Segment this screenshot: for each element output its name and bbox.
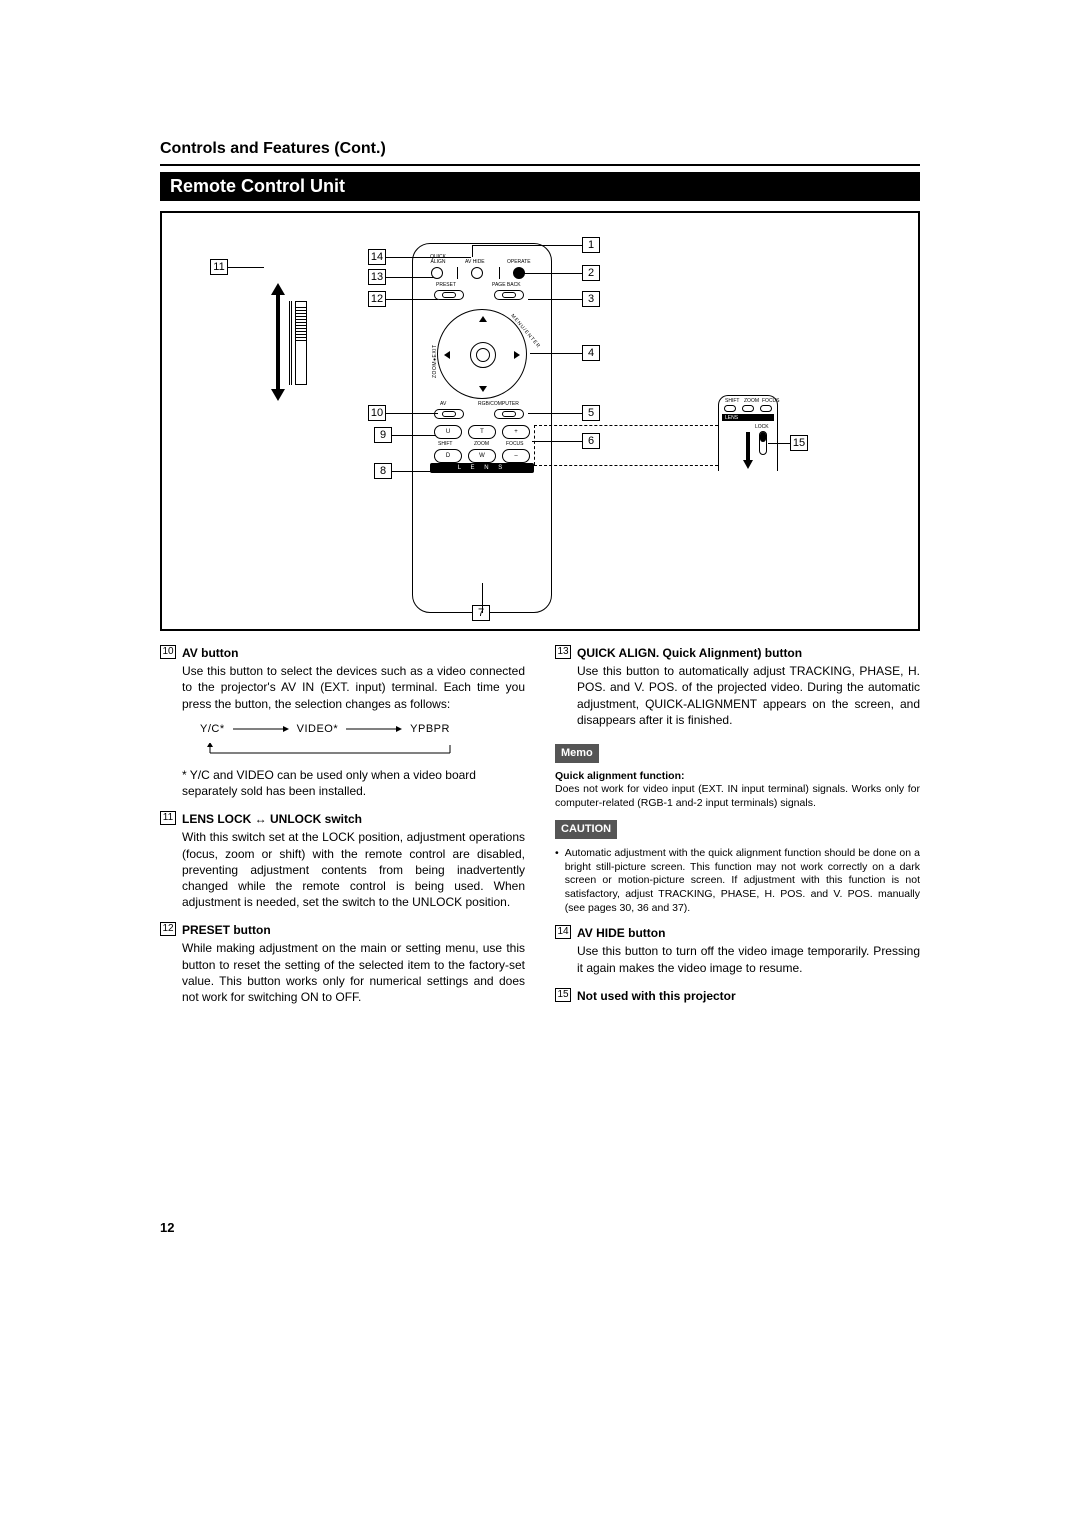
callout-7: 7 [472, 605, 490, 621]
body-columns: 10 AV button Use this button to select t… [160, 645, 920, 1017]
flow-b: VIDEO* [297, 722, 339, 737]
numbox-11: 11 [160, 811, 176, 825]
page-content: Controls and Features (Cont.) Remote Con… [160, 140, 920, 1017]
section-header: Controls and Features (Cont.) [160, 140, 920, 158]
bullet-icon: • [555, 847, 559, 915]
item-13: 13 QUICK ALIGN. Quick Alignment) button … [555, 645, 920, 728]
body-10: Use this button to select the devices su… [182, 663, 525, 712]
numbox-14: 14 [555, 925, 571, 939]
flow-return-arrow [200, 743, 460, 757]
memo-label: Memo [555, 744, 599, 763]
callout-15: 15 [790, 435, 808, 451]
callout-3: 3 [582, 291, 600, 307]
callout-8: 8 [374, 463, 392, 479]
numbox-15: 15 [555, 988, 571, 1002]
page-number: 12 [160, 1220, 174, 1235]
title-13: QUICK ALIGN. Quick Alignment) button [577, 645, 802, 661]
body-14: Use this button to turn off the video im… [577, 943, 920, 975]
body-12: While making adjustment on the main or s… [182, 940, 525, 1005]
flow-a: Y/C* [200, 722, 225, 737]
dashed-connector [534, 425, 718, 426]
item-10: 10 AV button Use this button to select t… [160, 645, 525, 799]
numbox-13: 13 [555, 645, 571, 659]
title-15: Not used with this projector [577, 988, 736, 1004]
flow-c: YPBPR [410, 722, 450, 737]
callout-12: 12 [368, 291, 386, 307]
title-14: AV HIDE button [577, 925, 665, 941]
body-11: With this switch set at the LOCK positio… [182, 829, 525, 910]
remote-side-detail: SHIFT ZOOM FOCUS LENS LOCK [718, 395, 778, 471]
divider [160, 164, 920, 166]
left-column: 10 AV button Use this button to select t… [160, 645, 525, 1017]
callout-1: 1 [582, 237, 600, 253]
flow-diagram: Y/C* VIDEO* YPBPR [200, 722, 525, 737]
memo-body: Does not work for video input (EXT. IN i… [555, 783, 920, 810]
callout-14: 14 [368, 249, 386, 265]
title-11: LENS LOCK ↔ UNLOCK switch [182, 811, 362, 827]
callout-10: 10 [368, 405, 386, 421]
item-15: 15 Not used with this projector [555, 988, 920, 1004]
callout-13: 13 [368, 269, 386, 285]
item-12: 12 PRESET button While making adjustment… [160, 922, 525, 1005]
lens-lock-slider [265, 283, 305, 403]
title-bar: Remote Control Unit [160, 172, 920, 201]
caution-label: CAUTION [555, 820, 617, 839]
footnote-10: * Y/C and VIDEO can be used only when a … [182, 767, 525, 799]
caution-text: Automatic adjustment with the quick alig… [565, 847, 920, 915]
item-11: 11 LENS LOCK ↔ UNLOCK switch With this s… [160, 811, 525, 910]
callout-5: 5 [582, 405, 600, 421]
memo-title: Quick alignment function: [555, 769, 920, 783]
caution-body: • Automatic adjustment with the quick al… [555, 847, 920, 915]
right-column: 13 QUICK ALIGN. Quick Alignment) button … [555, 645, 920, 1017]
callout-11: 11 [210, 259, 228, 275]
callout-9: 9 [374, 427, 392, 443]
numbox-12: 12 [160, 922, 176, 936]
item-14: 14 AV HIDE button Use this button to tur… [555, 925, 920, 976]
callout-2: 2 [582, 265, 600, 281]
title-10: AV button [182, 645, 238, 661]
callout-6: 6 [582, 433, 600, 449]
body-13: Use this button to automatically adjust … [577, 663, 920, 728]
title-12: PRESET button [182, 922, 271, 938]
remote-diagram: QUICKALIGN AV HIDE OPERATE PRESET PAGE B… [160, 211, 920, 631]
label-zoom-exit: ZOOM●EXIT [432, 344, 438, 378]
callout-4: 4 [582, 345, 600, 361]
numbox-10: 10 [160, 645, 176, 659]
